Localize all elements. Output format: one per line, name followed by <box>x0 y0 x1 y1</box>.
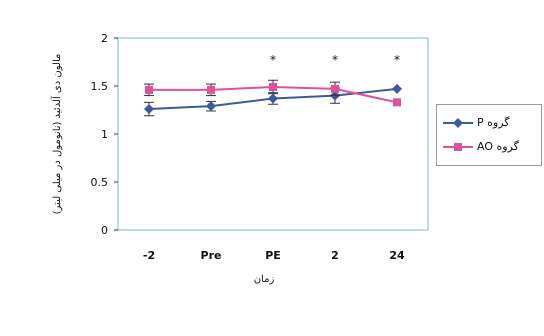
legend-label-p: گروه P <box>477 116 510 129</box>
y-tick-label: 1 <box>101 128 108 141</box>
data-point-ao <box>269 82 277 91</box>
y-tick-label: 0.5 <box>91 176 109 189</box>
y-tick-label: 2 <box>101 32 108 45</box>
x-axis-label: زمان <box>254 274 275 285</box>
x-axis: -2 Pre PE 2 24 <box>143 249 405 262</box>
data-point-p <box>268 93 278 104</box>
x-tick-label: 24 <box>389 249 405 262</box>
legend-line-p <box>443 118 473 128</box>
y-tick-label: 1.5 <box>91 80 109 93</box>
x-tick-label: Pre <box>201 249 222 262</box>
x-tick-label: PE <box>265 249 281 262</box>
plot-area <box>117 37 429 231</box>
data-point-ao <box>331 84 339 93</box>
y-axis: 0 0.5 1 1.5 2 <box>91 32 118 237</box>
data-point-ao <box>145 85 153 94</box>
y-axis-label: مالون دی آلدئید (نانومول در میلی لیتر) <box>50 54 63 215</box>
legend-line-ao <box>443 143 473 151</box>
data-point-p <box>144 104 154 115</box>
x-tick-label: 2 <box>331 249 339 262</box>
y-tick-label: 0 <box>101 224 108 237</box>
significance-mark: * <box>270 53 276 67</box>
legend-label-ao: گروه AO <box>477 140 519 153</box>
annotation-layer: * * * <box>270 53 400 67</box>
significance-mark: * <box>332 53 338 67</box>
x-tick-label: -2 <box>143 249 155 262</box>
data-point-ao <box>207 85 215 94</box>
significance-mark: * <box>394 53 400 67</box>
legend-item-p: گروه P <box>441 115 537 131</box>
data-point-ao <box>393 98 401 107</box>
series-layer <box>144 79 402 117</box>
legend-item-ao: گروه AO <box>441 139 537 155</box>
data-point-p <box>392 83 402 94</box>
legend: گروه P گروه AO <box>436 104 542 166</box>
data-point-p <box>206 101 216 112</box>
